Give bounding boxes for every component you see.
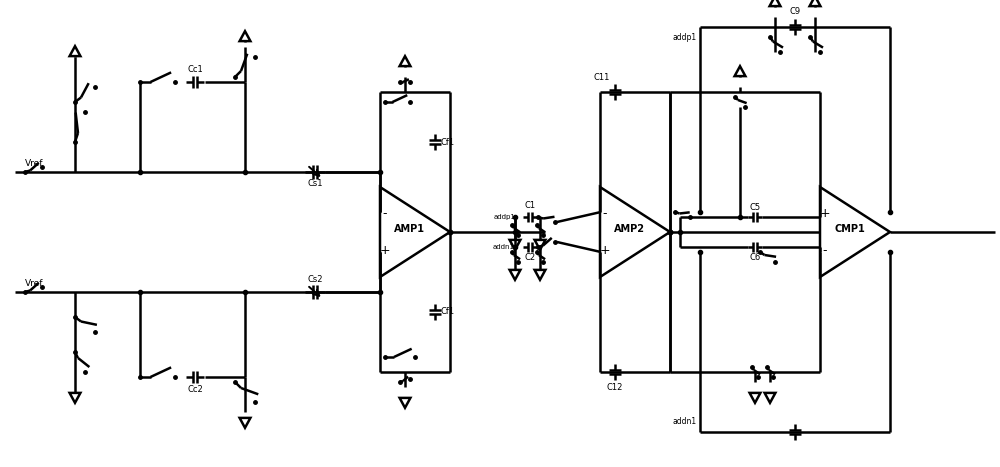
Text: Vref: Vref: [25, 160, 44, 169]
Polygon shape: [510, 240, 520, 250]
Polygon shape: [400, 56, 410, 66]
Text: C6: C6: [749, 253, 761, 262]
Text: Vref: Vref: [25, 280, 44, 289]
Polygon shape: [240, 31, 250, 41]
Polygon shape: [535, 240, 545, 250]
Polygon shape: [810, 0, 820, 6]
Text: Cf1: Cf1: [441, 138, 455, 147]
Polygon shape: [820, 187, 890, 277]
Polygon shape: [70, 393, 80, 403]
Text: C9: C9: [789, 7, 801, 16]
Text: Cs2: Cs2: [307, 276, 323, 284]
Polygon shape: [750, 393, 760, 403]
Polygon shape: [400, 398, 410, 408]
Polygon shape: [70, 46, 80, 56]
Text: addn1: addn1: [493, 244, 515, 250]
Text: addp1: addp1: [673, 33, 697, 42]
Text: +: +: [380, 244, 390, 257]
Polygon shape: [600, 187, 670, 277]
Text: Cs1: Cs1: [307, 179, 323, 189]
Text: C5: C5: [749, 203, 761, 212]
Polygon shape: [535, 270, 545, 280]
Text: C12: C12: [607, 382, 623, 391]
Text: CMP1: CMP1: [834, 224, 865, 234]
Text: C1: C1: [524, 201, 536, 211]
Polygon shape: [735, 66, 745, 76]
Polygon shape: [765, 393, 775, 403]
Text: AMP1: AMP1: [394, 224, 425, 234]
Polygon shape: [510, 270, 520, 280]
Text: C11: C11: [594, 72, 610, 82]
Text: -: -: [603, 206, 607, 219]
Text: Cc2: Cc2: [187, 384, 203, 394]
Text: addn1: addn1: [673, 417, 697, 426]
Text: -: -: [823, 244, 827, 257]
Text: C2: C2: [524, 254, 536, 262]
Text: addp1: addp1: [493, 214, 515, 220]
Text: +: +: [820, 206, 830, 219]
Polygon shape: [380, 187, 450, 277]
Text: Cc1: Cc1: [187, 65, 203, 75]
Polygon shape: [770, 0, 780, 6]
Polygon shape: [240, 418, 250, 428]
Text: +: +: [600, 244, 610, 257]
Text: -: -: [383, 206, 387, 219]
Text: Cf1: Cf1: [441, 307, 455, 317]
Text: AMP2: AMP2: [614, 224, 645, 234]
